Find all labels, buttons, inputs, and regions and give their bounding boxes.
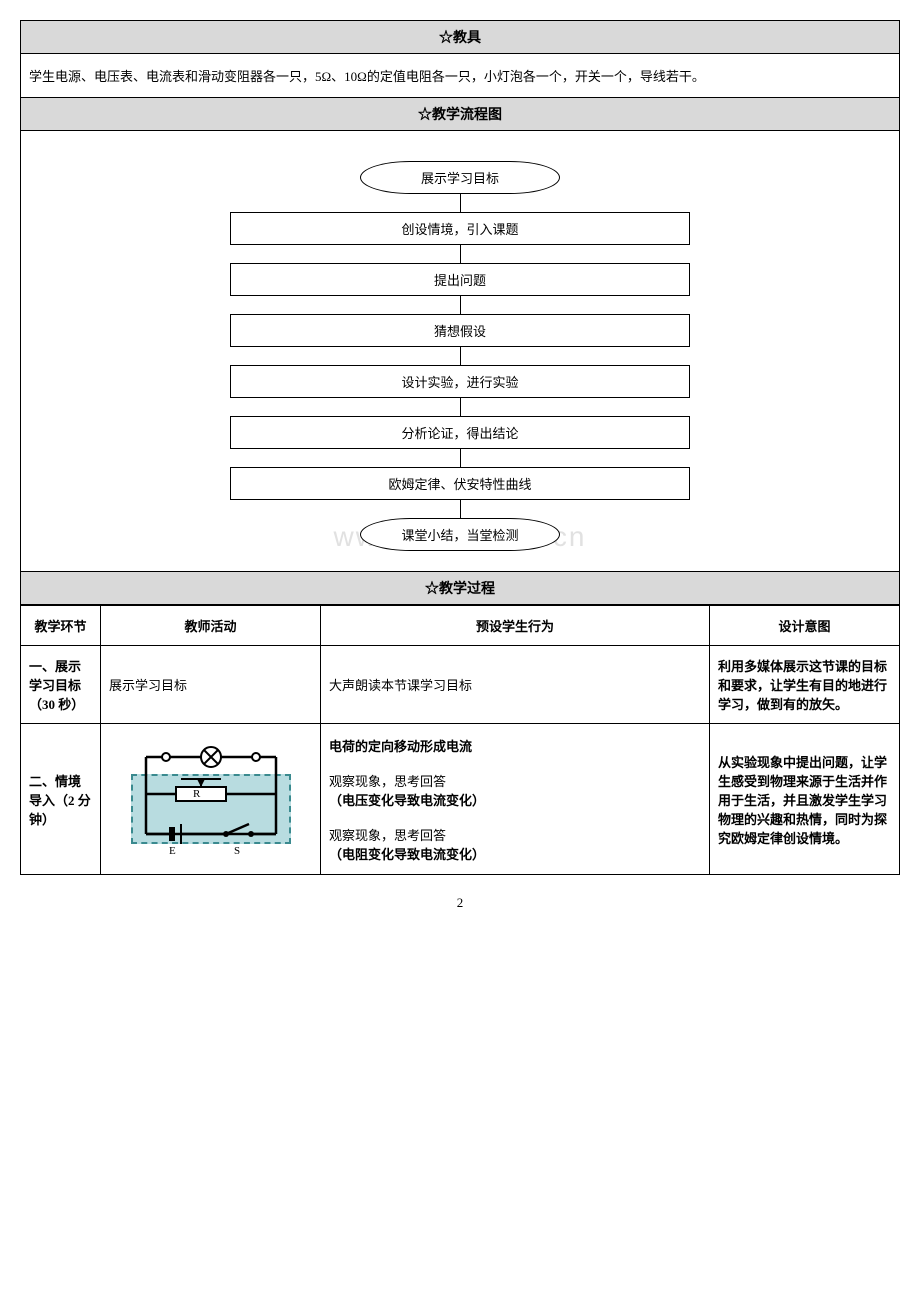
flow-node-4: 设计实验，进行实验 <box>230 365 690 398</box>
flow-connector <box>460 194 461 212</box>
flow-node-6: 欧姆定律、伏安特性曲线 <box>230 467 690 500</box>
cell-phase-1: 一、展示学习目标（30 秒） <box>21 646 101 724</box>
th-student: 预设学生行为 <box>321 606 710 646</box>
flow-node-3: 猜想假设 <box>230 314 690 347</box>
svg-text:S: S <box>234 845 240 857</box>
cell-student-2: 电荷的定向移动形成电流 观察现象，思考回答 （电压变化导致电流变化） 观察现象，… <box>321 724 710 875</box>
flow-connector <box>460 449 461 467</box>
cell-intent-2: 从实验现象中提出问题，让学生感受到物理来源于生活并作用于生活，并且激发学生学习物… <box>710 724 900 875</box>
student-line-2: 观察现象，思考回答 <box>329 771 701 790</box>
svg-text:E: E <box>169 845 176 857</box>
cell-phase-2: 二、情境导入（2 分钟） <box>21 724 101 875</box>
cell-teacher-1: 展示学习目标 <box>101 646 321 724</box>
cell-teacher-2: R E S <box>101 724 321 875</box>
student-line-3: （电压变化导致电流变化） <box>329 790 701 809</box>
flow-header: ☆教学流程图 <box>20 98 900 131</box>
th-phase: 教学环节 <box>21 606 101 646</box>
svg-text:R: R <box>193 788 201 800</box>
circuit-svg: R E S <box>121 739 301 859</box>
phase-2-title: 二、情境导入（2 分钟） <box>29 774 91 827</box>
flow-connector <box>460 245 461 263</box>
flow-node-5: 分析论证，得出结论 <box>230 416 690 449</box>
student-line-4: 观察现象，思考回答 <box>329 825 701 844</box>
flowchart-container: www.zixin.com.cn 展示学习目标 创设情境，引入课题 提出问题 猜… <box>20 131 900 572</box>
cell-student-1: 大声朗读本节课学习目标 <box>321 646 710 724</box>
flow-node-2: 提出问题 <box>230 263 690 296</box>
circuit-diagram: R E S <box>121 739 301 859</box>
tools-content: 学生电源、电压表、电流表和滑动变阻器各一只，5Ω、10Ω的定值电阻各一只，小灯泡… <box>20 54 900 98</box>
process-header: ☆教学过程 <box>20 572 900 605</box>
table-row: 一、展示学习目标（30 秒） 展示学习目标 大声朗读本节课学习目标 利用多媒体展… <box>21 646 900 724</box>
table-row: 二、情境导入（2 分钟） <box>21 724 900 875</box>
table-header-row: 教学环节 教师活动 预设学生行为 设计意图 <box>21 606 900 646</box>
th-intent: 设计意图 <box>710 606 900 646</box>
flow-connector <box>460 296 461 314</box>
flow-connector <box>460 398 461 416</box>
cell-intent-1: 利用多媒体展示这节课的目标和要求，让学生有目的地进行学习，做到有的放矢。 <box>710 646 900 724</box>
tools-header: ☆教具 <box>20 20 900 54</box>
flow-connector <box>460 347 461 365</box>
page-number: 2 <box>20 895 900 911</box>
flow-connector <box>460 500 461 518</box>
page-container: ☆教具 学生电源、电压表、电流表和滑动变阻器各一只，5Ω、10Ω的定值电阻各一只… <box>20 20 900 911</box>
flow-node-start: 展示学习目标 <box>360 161 560 194</box>
flow-node-end: 课堂小结，当堂检测 <box>360 518 560 551</box>
th-teacher: 教师活动 <box>101 606 321 646</box>
student-line-5: （电阻变化导致电流变化） <box>329 844 701 863</box>
student-line-1: 电荷的定向移动形成电流 <box>329 736 701 755</box>
process-table: 教学环节 教师活动 预设学生行为 设计意图 一、展示学习目标（30 秒） 展示学… <box>20 605 900 875</box>
flowchart: 展示学习目标 创设情境，引入课题 提出问题 猜想假设 设计实验，进行实验 分析论… <box>230 161 690 551</box>
flow-node-1: 创设情境，引入课题 <box>230 212 690 245</box>
